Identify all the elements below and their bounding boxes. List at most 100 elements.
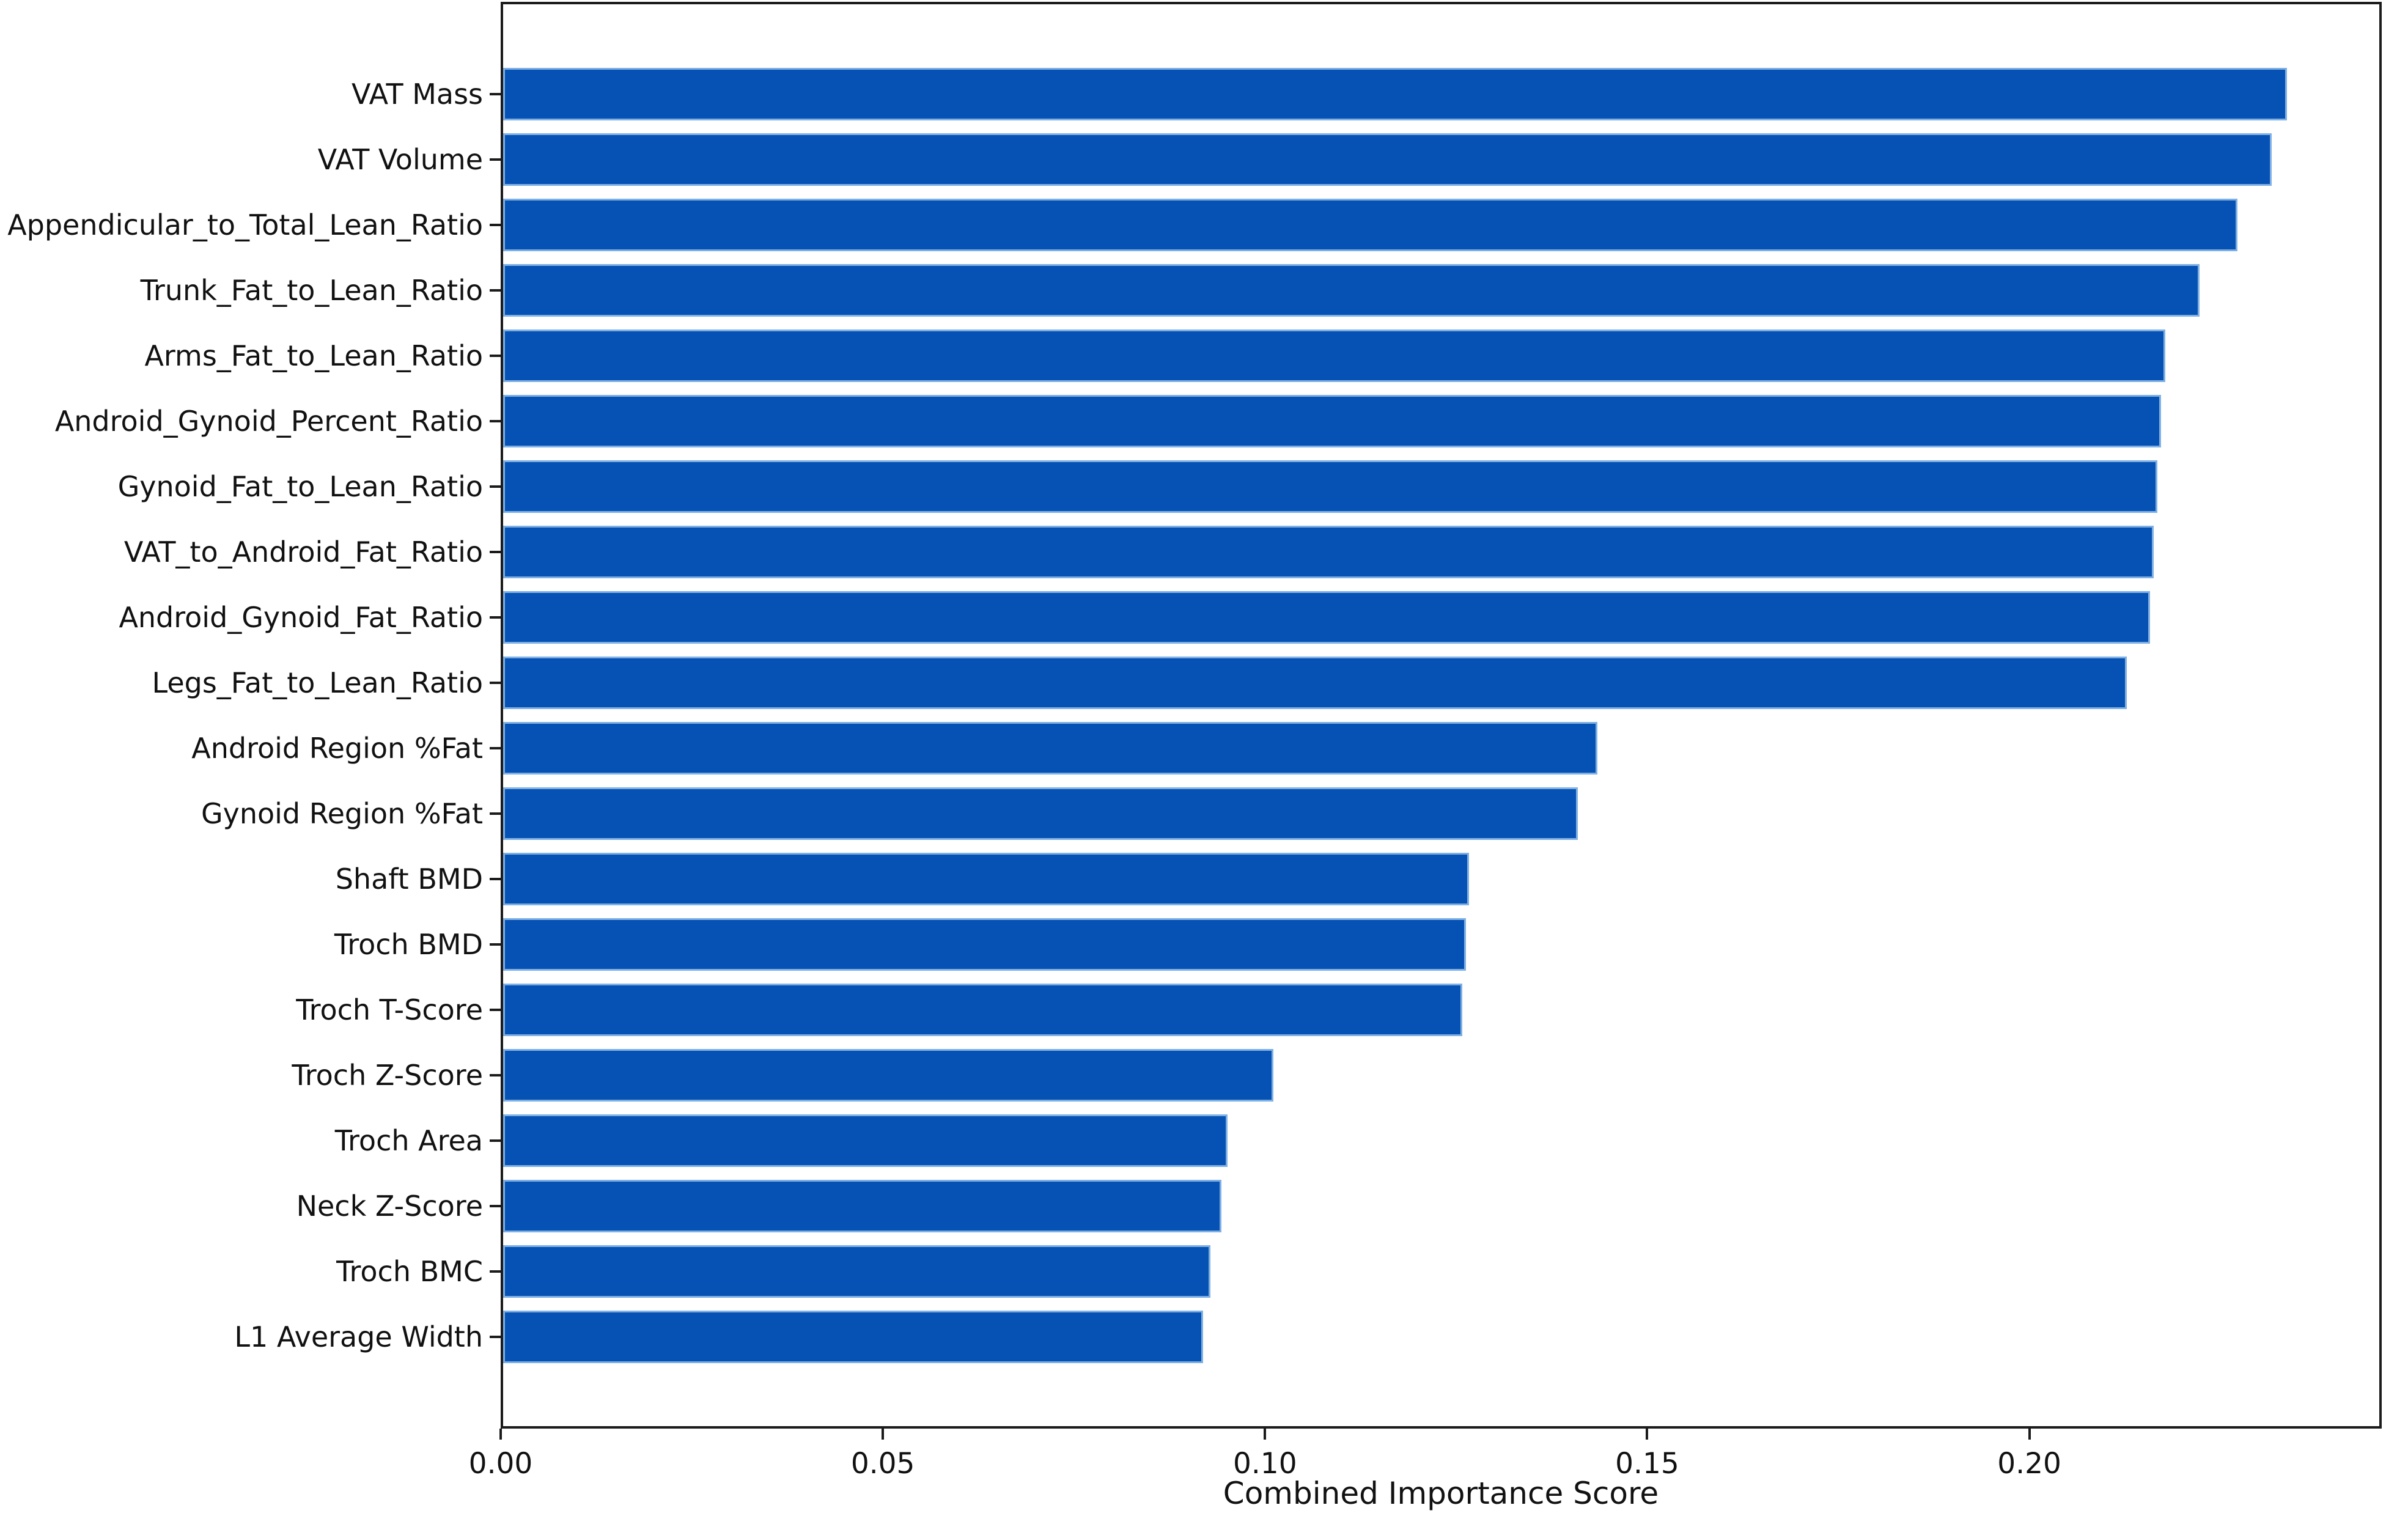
bar-track xyxy=(503,721,2379,775)
bar-track xyxy=(503,394,2379,447)
y-tick-mark xyxy=(490,550,501,553)
bar-track xyxy=(503,983,2379,1036)
y-tick-mark xyxy=(490,1008,501,1011)
importance-bar xyxy=(503,67,2288,120)
y-axis-category-label: Troch BMD xyxy=(334,927,483,961)
x-tick-label: 0.20 xyxy=(1997,1447,2061,1481)
chart-row: Troch T-Score xyxy=(0,983,2408,1036)
importance-bar xyxy=(503,591,2150,644)
chart-row: L1 Average Width xyxy=(0,1310,2408,1363)
y-tick-mark xyxy=(490,354,501,357)
x-axis-ticks: 0.00 0.05 0.10 0.15 0.20 xyxy=(469,1429,2382,1502)
y-label-cell: Troch Area xyxy=(0,1127,501,1155)
x-tick-label: 0.10 xyxy=(1232,1447,1297,1481)
y-tick-mark xyxy=(490,158,501,161)
bar-track xyxy=(503,1310,2379,1363)
bar-track xyxy=(503,1245,2379,1298)
y-axis-category-label: Appendicular_to_Total_Lean_Ratio xyxy=(7,208,483,241)
y-tick-mark xyxy=(490,1335,501,1338)
y-axis-category-label: Android_Gynoid_Fat_Ratio xyxy=(119,600,483,634)
y-axis-category-label: Gynoid Region %Fat xyxy=(201,797,483,830)
importance-bar xyxy=(503,1114,1228,1167)
bar-track xyxy=(503,918,2379,971)
importance-bar xyxy=(503,525,2154,578)
x-tick-mark xyxy=(1646,1429,1649,1440)
y-axis-category-label: Legs_Fat_to_Lean_Ratio xyxy=(152,666,484,699)
y-tick-mark xyxy=(490,419,501,422)
importance-bar xyxy=(503,198,2238,251)
y-tick-mark xyxy=(490,485,501,488)
y-label-cell: VAT Volume xyxy=(0,145,501,174)
chart-row: Gynoid Region %Fat xyxy=(0,787,2408,840)
y-tick-mark xyxy=(490,223,501,226)
chart-row: Troch Area xyxy=(0,1114,2408,1167)
bar-track xyxy=(503,591,2379,644)
importance-bar xyxy=(503,460,2158,513)
y-tick-mark xyxy=(490,1204,501,1207)
chart-row: Shaft BMD xyxy=(0,852,2408,905)
y-tick-mark xyxy=(490,943,501,946)
importance-bar xyxy=(503,133,2272,186)
y-axis-category-label: Shaft BMD xyxy=(335,862,483,896)
x-tick-label: 0.15 xyxy=(1615,1447,1679,1481)
bar-track xyxy=(503,133,2379,186)
y-label-cell: Trunk_Fat_to_Lean_Ratio xyxy=(0,276,501,304)
bar-rows: VAT Mass VAT Volume Appendicular_to_Total_… xyxy=(0,4,2408,1426)
y-label-cell: Troch T-Score xyxy=(0,996,501,1024)
chart-row: Trunk_Fat_to_Lean_Ratio xyxy=(0,263,2408,317)
y-tick-mark xyxy=(490,1270,501,1273)
bar-track xyxy=(503,525,2379,578)
chart-row: VAT Mass xyxy=(0,67,2408,120)
y-label-cell: Troch Z-Score xyxy=(0,1061,501,1089)
y-tick-mark xyxy=(490,746,501,749)
y-label-cell: L1 Average Width xyxy=(0,1323,501,1351)
bar-track xyxy=(503,198,2379,251)
y-tick-mark xyxy=(490,1139,501,1142)
x-tick-mark xyxy=(2028,1429,2031,1440)
y-axis-category-label: Gynoid_Fat_to_Lean_Ratio xyxy=(117,469,483,503)
y-axis-category-label: L1 Average Width xyxy=(234,1320,483,1353)
importance-bar xyxy=(503,263,2200,317)
chart-row: Arms_Fat_to_Lean_Ratio xyxy=(0,329,2408,382)
chart-row: Android_Gynoid_Percent_Ratio xyxy=(0,394,2408,447)
bar-track xyxy=(503,1048,2379,1102)
y-tick-mark xyxy=(490,1073,501,1076)
y-label-cell: Troch BMC xyxy=(0,1257,501,1286)
y-tick-mark xyxy=(490,92,501,95)
bar-track xyxy=(503,67,2379,120)
x-tick-mark xyxy=(1264,1429,1267,1440)
bar-track xyxy=(503,787,2379,840)
y-axis-category-label: Troch Z-Score xyxy=(292,1058,483,1092)
chart-row: Troch BMD xyxy=(0,918,2408,971)
importance-bar xyxy=(503,1048,1273,1102)
x-tick-label: 0.05 xyxy=(850,1447,915,1481)
y-label-cell: Gynoid_Fat_to_Lean_Ratio xyxy=(0,473,501,501)
chart-row: Android Region %Fat xyxy=(0,721,2408,775)
y-axis-category-label: Arms_Fat_to_Lean_Ratio xyxy=(144,339,483,372)
y-label-cell: Legs_Fat_to_Lean_Ratio xyxy=(0,669,501,697)
y-label-cell: Gynoid Region %Fat xyxy=(0,800,501,828)
y-tick-mark xyxy=(490,681,501,684)
y-label-cell: Appendicular_to_Total_Lean_Ratio xyxy=(0,211,501,239)
bar-track xyxy=(503,1179,2379,1232)
y-tick-mark xyxy=(490,877,501,880)
y-axis-category-label: Troch T-Score xyxy=(296,993,483,1026)
importance-bar xyxy=(503,394,2162,447)
chart-row: Appendicular_to_Total_Lean_Ratio xyxy=(0,198,2408,251)
chart-row: VAT Volume xyxy=(0,133,2408,186)
y-label-cell: Arms_Fat_to_Lean_Ratio xyxy=(0,342,501,370)
chart-row: Troch BMC xyxy=(0,1245,2408,1298)
x-tick-mark xyxy=(882,1429,885,1440)
chart-row: Neck Z-Score xyxy=(0,1179,2408,1232)
chart-row: Legs_Fat_to_Lean_Ratio xyxy=(0,656,2408,709)
y-axis-category-label: VAT Mass xyxy=(352,77,483,111)
y-axis-category-label: VAT Volume xyxy=(317,142,483,176)
y-label-cell: Android_Gynoid_Fat_Ratio xyxy=(0,603,501,631)
importance-bar xyxy=(503,918,1467,971)
bar-track xyxy=(503,1114,2379,1167)
y-label-cell: VAT Mass xyxy=(0,80,501,108)
y-tick-mark xyxy=(490,812,501,815)
x-tick-mark xyxy=(499,1429,502,1440)
chart-row: VAT_to_Android_Fat_Ratio xyxy=(0,525,2408,578)
